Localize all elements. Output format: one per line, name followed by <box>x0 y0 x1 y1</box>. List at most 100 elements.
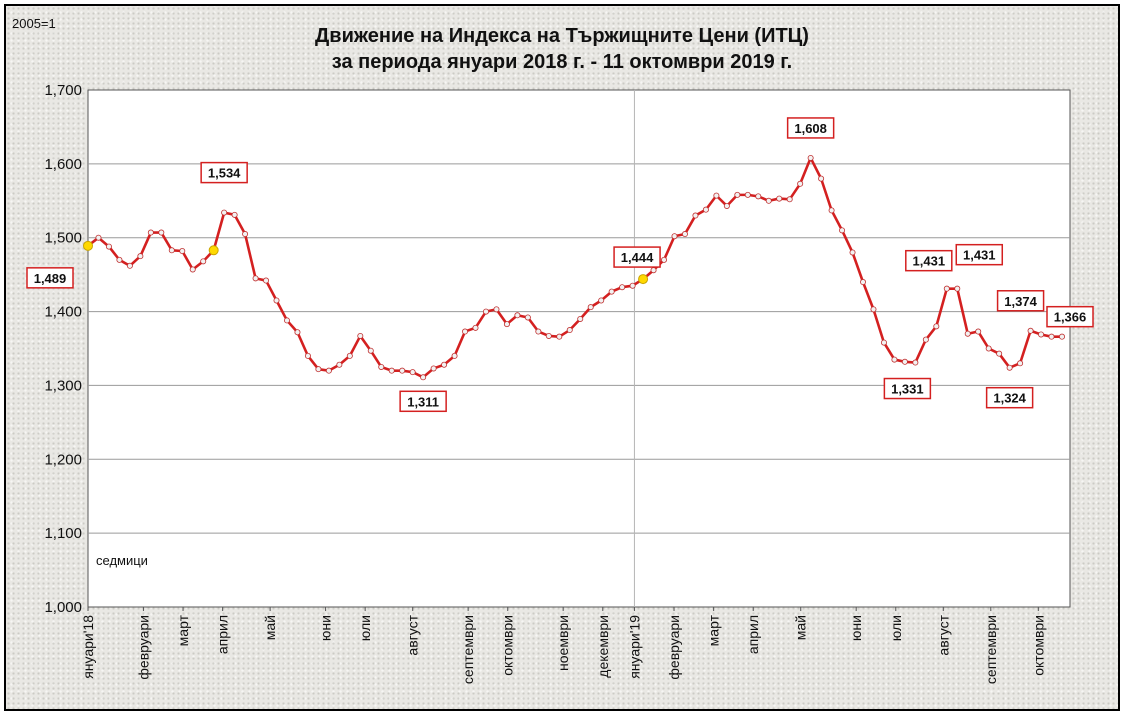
data-point <box>797 180 804 187</box>
x-tick-label: ноември <box>555 615 571 671</box>
data-point <box>200 258 207 265</box>
data-point <box>577 315 584 322</box>
data-label: 1,431 <box>905 249 953 272</box>
x-axis-ticks: януари'18 февруари март април май юни юли авгус… <box>80 607 1046 684</box>
data-point <box>870 306 877 313</box>
data-point <box>189 266 196 273</box>
data-point <box>283 317 290 324</box>
x-tick-label: септември <box>460 615 476 684</box>
data-point <box>263 277 270 284</box>
data-point <box>179 248 186 255</box>
data-point <box>325 367 332 374</box>
y-axis-ticks: 1,000 1,100 1,200 1,300 1,400 1,500 1,600 1,700 <box>44 82 82 616</box>
x-tick-label: януари'18 <box>80 615 96 679</box>
y-tick-label: 1,500 <box>44 230 82 247</box>
x-tick-label: август <box>935 614 951 655</box>
data-label: 1,608 <box>786 117 835 139</box>
y-tick-label: 1,100 <box>44 525 82 542</box>
data-point <box>964 330 971 337</box>
data-point <box>378 363 385 370</box>
y-tick-label: 1,600 <box>44 156 82 173</box>
data-point <box>294 329 301 336</box>
data-point <box>315 366 322 373</box>
data-point <box>451 352 458 359</box>
data-point <box>681 231 688 238</box>
x-tick-label: април <box>215 615 231 654</box>
data-point <box>912 359 919 366</box>
data-point <box>367 347 374 354</box>
data-point <box>975 328 982 335</box>
y-tick-label: 1,000 <box>44 599 82 616</box>
data-point <box>765 197 772 204</box>
data-point <box>514 312 521 319</box>
data-point <box>556 333 563 340</box>
x-tick-label: април <box>745 615 761 654</box>
x-tick-label: май <box>793 615 809 640</box>
data-point <box>629 282 636 289</box>
data-label-box <box>786 117 835 139</box>
units-note: седмици <box>96 553 148 568</box>
data-point <box>221 209 228 216</box>
data-label: 1,431 <box>955 243 1004 266</box>
y-tick-label: 1,700 <box>44 82 82 99</box>
data-point <box>420 374 427 381</box>
data-point <box>849 249 856 256</box>
data-point <box>692 212 699 219</box>
data-point <box>242 231 249 238</box>
data-point <box>723 202 730 209</box>
data-label-box <box>26 267 74 289</box>
x-tick-label: февруари <box>135 615 151 680</box>
x-tick-label: октомври <box>1030 615 1046 676</box>
data-point <box>671 233 678 240</box>
data-point <box>954 285 961 292</box>
data-point <box>933 323 940 330</box>
data-point <box>126 262 133 269</box>
grid-lines <box>88 90 1070 607</box>
x-tick-label: май <box>262 615 278 640</box>
data-point <box>661 256 668 263</box>
y-tick-label: 1,400 <box>44 304 82 321</box>
data-point <box>95 234 102 241</box>
data-label-text: 1,431 <box>913 254 946 269</box>
data-point <box>1006 364 1013 371</box>
data-point <box>1027 327 1034 334</box>
highlight-point <box>208 245 219 256</box>
data-point <box>304 352 311 359</box>
data-point <box>880 339 887 346</box>
data-point <box>441 361 448 368</box>
data-label-text: 1,444 <box>621 250 654 265</box>
data-point <box>1059 333 1066 340</box>
data-point <box>336 361 343 368</box>
data-point <box>462 328 469 335</box>
data-label-box <box>613 246 661 268</box>
data-point <box>839 227 846 234</box>
data-point <box>388 367 395 374</box>
data-point <box>598 297 605 304</box>
data-label: 1,534 <box>200 161 248 184</box>
data-point <box>985 345 992 352</box>
x-tick-label: януари'19 <box>626 615 642 679</box>
series-layer <box>83 154 1066 381</box>
data-point <box>786 196 793 203</box>
data-label-text: 1,324 <box>993 391 1026 406</box>
y-tick-label: 1,300 <box>44 377 82 394</box>
data-point <box>608 288 615 295</box>
data-point <box>755 193 762 200</box>
data-label: 1,331 <box>883 377 932 400</box>
data-point <box>891 356 898 363</box>
data-point <box>650 267 657 274</box>
data-point <box>566 327 573 334</box>
data-point <box>702 206 709 213</box>
data-label-text: 1,366 <box>1054 310 1087 325</box>
data-point <box>493 306 500 313</box>
x-tick-label: март <box>175 614 191 646</box>
data-point <box>524 314 531 321</box>
data-point <box>587 304 594 311</box>
data-label: 1,324 <box>985 386 1034 409</box>
x-tick-label: юли <box>888 615 904 641</box>
x-tick-label: юни <box>848 615 864 641</box>
x-tick-label: юни <box>318 615 334 641</box>
x-tick-label: септември <box>983 615 999 684</box>
x-tick-label: февруари <box>666 615 682 680</box>
